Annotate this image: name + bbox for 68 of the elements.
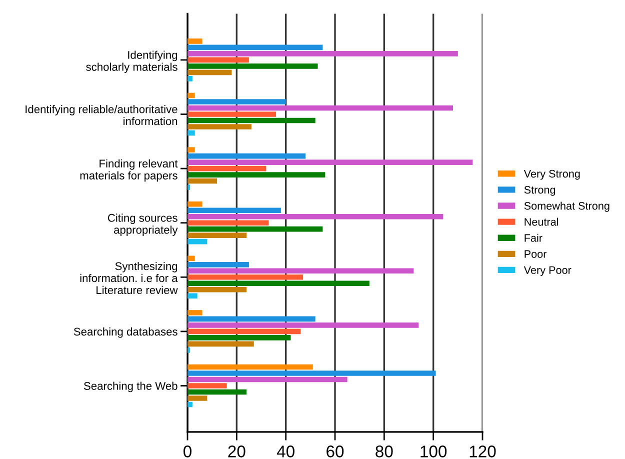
bar bbox=[188, 383, 227, 388]
bar bbox=[188, 118, 316, 124]
bar bbox=[188, 64, 318, 69]
x-tick-label: 80 bbox=[376, 446, 393, 458]
bar bbox=[188, 280, 370, 286]
bar bbox=[188, 208, 281, 214]
bar bbox=[188, 130, 195, 136]
bar bbox=[188, 226, 323, 232]
bar bbox=[188, 112, 276, 117]
bar bbox=[188, 268, 414, 274]
bar bbox=[188, 232, 246, 238]
y-tick-label: Citing sources appropriately bbox=[108, 214, 178, 236]
bar bbox=[188, 172, 326, 178]
bar bbox=[188, 105, 453, 111]
legend-label: Poor bbox=[524, 250, 547, 258]
x-tick-label: 60 bbox=[326, 446, 344, 458]
y-tick-label: Synthesizing information. i.e for a Literature review bbox=[80, 262, 178, 294]
x-tick-label: 0 bbox=[184, 446, 192, 458]
bar bbox=[188, 160, 473, 165]
x-tick-label: 100 bbox=[420, 446, 447, 458]
bar bbox=[188, 124, 252, 130]
bar bbox=[188, 238, 208, 244]
y-tick-label: Finding relevant materials for papers bbox=[80, 159, 178, 182]
bar bbox=[188, 70, 232, 76]
bar bbox=[188, 220, 269, 226]
bar bbox=[188, 316, 316, 322]
y-tick-label: Identifying scholarly materials bbox=[86, 50, 178, 74]
bar bbox=[188, 341, 254, 347]
bar bbox=[188, 178, 217, 184]
legend-label: Very Strong bbox=[524, 170, 580, 180]
bar bbox=[188, 57, 249, 63]
bar bbox=[188, 370, 436, 376]
bar bbox=[188, 153, 306, 159]
bar bbox=[188, 44, 323, 50]
y-tick-label: Identifying reliable/authoritative information bbox=[26, 105, 178, 126]
bar bbox=[188, 376, 348, 382]
bar bbox=[188, 92, 195, 98]
bar bbox=[188, 310, 202, 316]
legend-label: Strong bbox=[524, 186, 556, 196]
legend-label: Neutral bbox=[524, 218, 558, 226]
x-tick-label: 120 bbox=[470, 446, 496, 458]
y-tick-label: Searching databases bbox=[74, 327, 178, 338]
bar bbox=[188, 364, 313, 370]
bar bbox=[188, 322, 419, 328]
legend-label: Very Poor bbox=[524, 266, 572, 276]
x-tick-label: 20 bbox=[228, 446, 246, 458]
bar bbox=[188, 286, 246, 292]
bar bbox=[188, 274, 304, 280]
bar bbox=[188, 38, 202, 44]
bar bbox=[188, 76, 192, 82]
y-tick-label: Searching the Web bbox=[84, 382, 178, 392]
bar bbox=[188, 402, 192, 408]
bar bbox=[188, 201, 202, 207]
bar bbox=[188, 389, 246, 395]
bar bbox=[188, 214, 444, 220]
bar bbox=[188, 335, 291, 340]
legend-label: Fair bbox=[524, 234, 542, 242]
bar bbox=[188, 99, 286, 104]
bar bbox=[188, 147, 195, 152]
bar bbox=[188, 262, 249, 268]
bar bbox=[188, 166, 266, 172]
bar bbox=[188, 396, 208, 401]
legend-label: Somewhat Strong bbox=[524, 202, 610, 212]
x-tick-label: 40 bbox=[276, 446, 294, 458]
bar bbox=[188, 328, 301, 334]
bar bbox=[188, 293, 198, 299]
bar bbox=[188, 256, 195, 262]
bar bbox=[188, 51, 458, 56]
